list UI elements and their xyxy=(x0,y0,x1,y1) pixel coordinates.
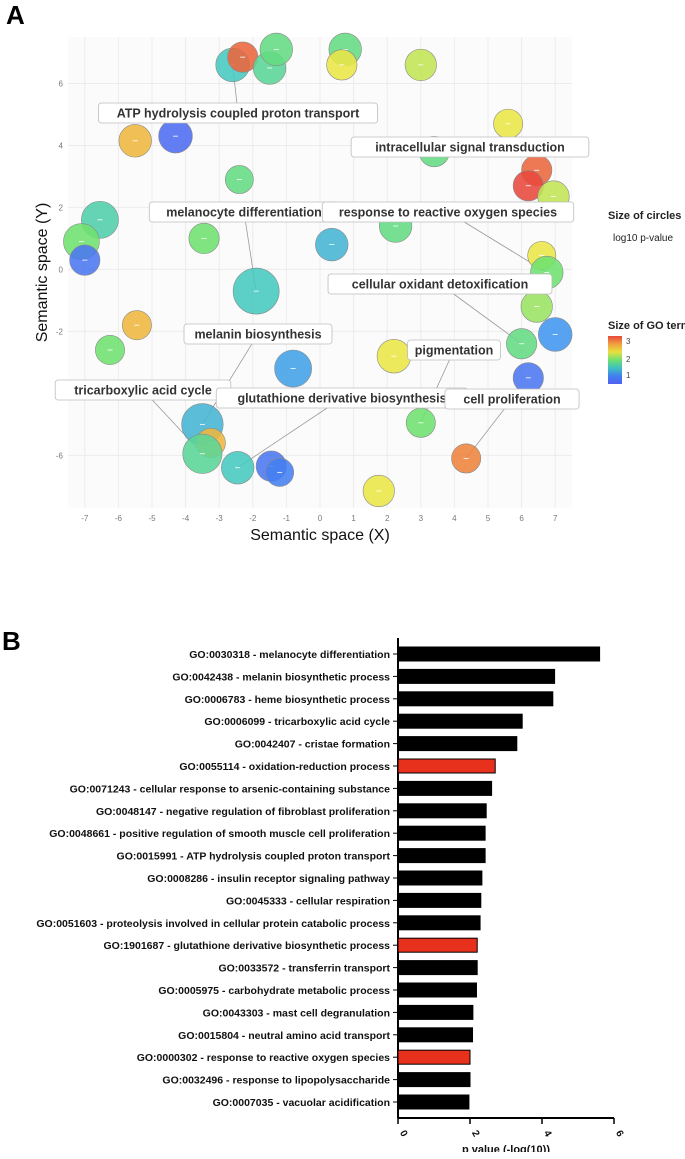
annotation-label: response to reactive oxygen species xyxy=(339,206,557,220)
y-tick-label: 4 xyxy=(59,141,64,150)
go-term-bar xyxy=(398,871,482,885)
go-term-bar xyxy=(398,938,477,952)
annotation-label: melanin biosynthesis xyxy=(194,328,321,342)
go-term-bar xyxy=(398,669,555,683)
x-tick-label: -5 xyxy=(148,514,156,523)
go-term-bar xyxy=(398,714,522,728)
x-tick-label: -6 xyxy=(115,514,123,523)
go-term-bar xyxy=(398,737,517,751)
go-term-label: GO:0015991 - ATP hydrolysis coupled prot… xyxy=(117,851,391,863)
x-tick-label: 6 xyxy=(519,514,524,523)
go-term-bar xyxy=(398,983,476,997)
go-term-label: GO:0042438 - melanin biosynthetic proces… xyxy=(172,671,390,683)
go-term-label: GO:0043303 - mast cell degranulation xyxy=(203,1007,390,1019)
x-tick-label: 0 xyxy=(318,514,323,523)
y-tick-label: 0 xyxy=(59,265,64,274)
go-term-bar xyxy=(398,692,553,706)
semantic-scatter-chart: -7-6-5-4-3-2-101234567-6-4-20246Semantic… xyxy=(0,0,685,560)
size-legend-title: Size of circles xyxy=(608,210,681,222)
go-term-label: GO:0006783 - heme biosynthetic process xyxy=(185,694,391,706)
go-term-label: GO:0045333 - cellular respiration xyxy=(226,895,390,907)
go-term-label: GO:0015804 - neutral amino acid transpor… xyxy=(178,1030,390,1042)
go-term-bar xyxy=(398,893,481,907)
x-axis-title: p value (-log(10)) xyxy=(462,1144,550,1152)
color-legend-tick: 3 xyxy=(626,337,631,346)
x-tick-label: 3 xyxy=(419,514,424,523)
go-term-bar xyxy=(398,781,492,795)
go-term-label: GO:0055114 - oxidation-reduction process xyxy=(179,761,390,773)
go-term-bar xyxy=(398,1050,470,1064)
go-term-label: GO:0048147 - negative regulation of fibr… xyxy=(96,806,390,818)
y-tick-label: 6 xyxy=(59,79,64,88)
go-term-label: GO:1901687 - glutathione derivative bios… xyxy=(103,940,390,952)
annotation-label: intracellular signal transduction xyxy=(375,141,565,155)
annotation-label: tricarboxylic acid cycle xyxy=(74,384,212,398)
color-legend-tick: 2 xyxy=(626,355,631,364)
annotation-label: glutathione derivative biosynthesis xyxy=(237,392,446,406)
x-tick-label: -3 xyxy=(216,514,224,523)
color-legend-title: Size of GO terms xyxy=(608,320,685,332)
annotation-label: cell proliferation xyxy=(463,393,560,407)
go-term-bar xyxy=(398,1073,470,1087)
go-term-label: GO:0006099 - tricarboxylic acid cycle xyxy=(204,716,390,728)
x-tick-label: 0 xyxy=(397,1129,410,1140)
go-term-label: GO:0032496 - response to lipopolysacchar… xyxy=(162,1075,390,1087)
x-tick-label: -2 xyxy=(249,514,257,523)
x-tick-label: 4 xyxy=(452,514,457,523)
color-legend-tick: 1 xyxy=(626,371,631,380)
go-term-bar xyxy=(398,759,495,773)
go-term-label: GO:0033572 - transferrin transport xyxy=(218,963,390,975)
go-term-bar xyxy=(398,961,477,975)
go-enrichment-bar-chart: GO:0030318 - melanocyte differentiation G… xyxy=(0,632,685,1152)
x-tick-label: 7 xyxy=(553,514,558,523)
x-tick-label: 5 xyxy=(486,514,491,523)
go-term-bar xyxy=(398,647,600,661)
go-term-bar xyxy=(398,1028,473,1042)
x-tick-label: 2 xyxy=(385,514,390,523)
go-term-label: GO:0071243 - cellular response to arseni… xyxy=(70,783,391,795)
y-tick-label: 2 xyxy=(59,203,64,212)
annotation-label: pigmentation xyxy=(415,344,493,358)
annotation-label: ATP hydrolysis coupled proton transport xyxy=(117,107,360,121)
go-term-label: GO:0030318 - melanocyte differentiation xyxy=(189,649,390,661)
annotation-label: melanocyte differentiation xyxy=(166,206,322,220)
go-term-bar xyxy=(398,804,486,818)
x-axis-title: Semantic space (X) xyxy=(250,527,390,544)
go-term-label: GO:0051603 - proteolysis involved in cel… xyxy=(36,918,390,930)
go-term-bar xyxy=(398,1095,469,1109)
size-legend-label: log10 p-value xyxy=(613,233,673,244)
x-tick-label: 2 xyxy=(469,1129,482,1140)
x-tick-label: -7 xyxy=(81,514,89,523)
go-term-bar xyxy=(398,1005,473,1019)
go-term-bar xyxy=(398,916,480,930)
y-tick-label: -2 xyxy=(56,327,64,336)
go-term-label: GO:0007035 - vacuolar acidification xyxy=(213,1097,390,1109)
go-term-label: GO:0008286 - insulin receptor signaling … xyxy=(147,873,390,885)
annotation-label: cellular oxidant detoxification xyxy=(352,278,528,292)
x-tick-label: 6 xyxy=(613,1129,626,1140)
go-term-label: GO:0048661 - positive regulation of smoo… xyxy=(49,828,390,840)
x-tick-label: 1 xyxy=(351,514,356,523)
color-legend-bar xyxy=(608,336,622,384)
x-tick-label: 4 xyxy=(541,1129,554,1140)
go-term-label: GO:0005975 - carbohydrate metabolic proc… xyxy=(158,985,390,997)
x-tick-label: -1 xyxy=(283,514,291,523)
go-term-label: GO:0000302 - response to reactive oxygen… xyxy=(137,1052,390,1064)
x-tick-label: -4 xyxy=(182,514,190,523)
go-term-label: GO:0042407 - cristae formation xyxy=(235,739,390,751)
y-tick-label: -6 xyxy=(56,451,64,460)
go-term-bar xyxy=(398,826,485,840)
go-term-bar xyxy=(398,849,485,863)
y-axis-title: Semantic space (Y) xyxy=(34,203,51,343)
